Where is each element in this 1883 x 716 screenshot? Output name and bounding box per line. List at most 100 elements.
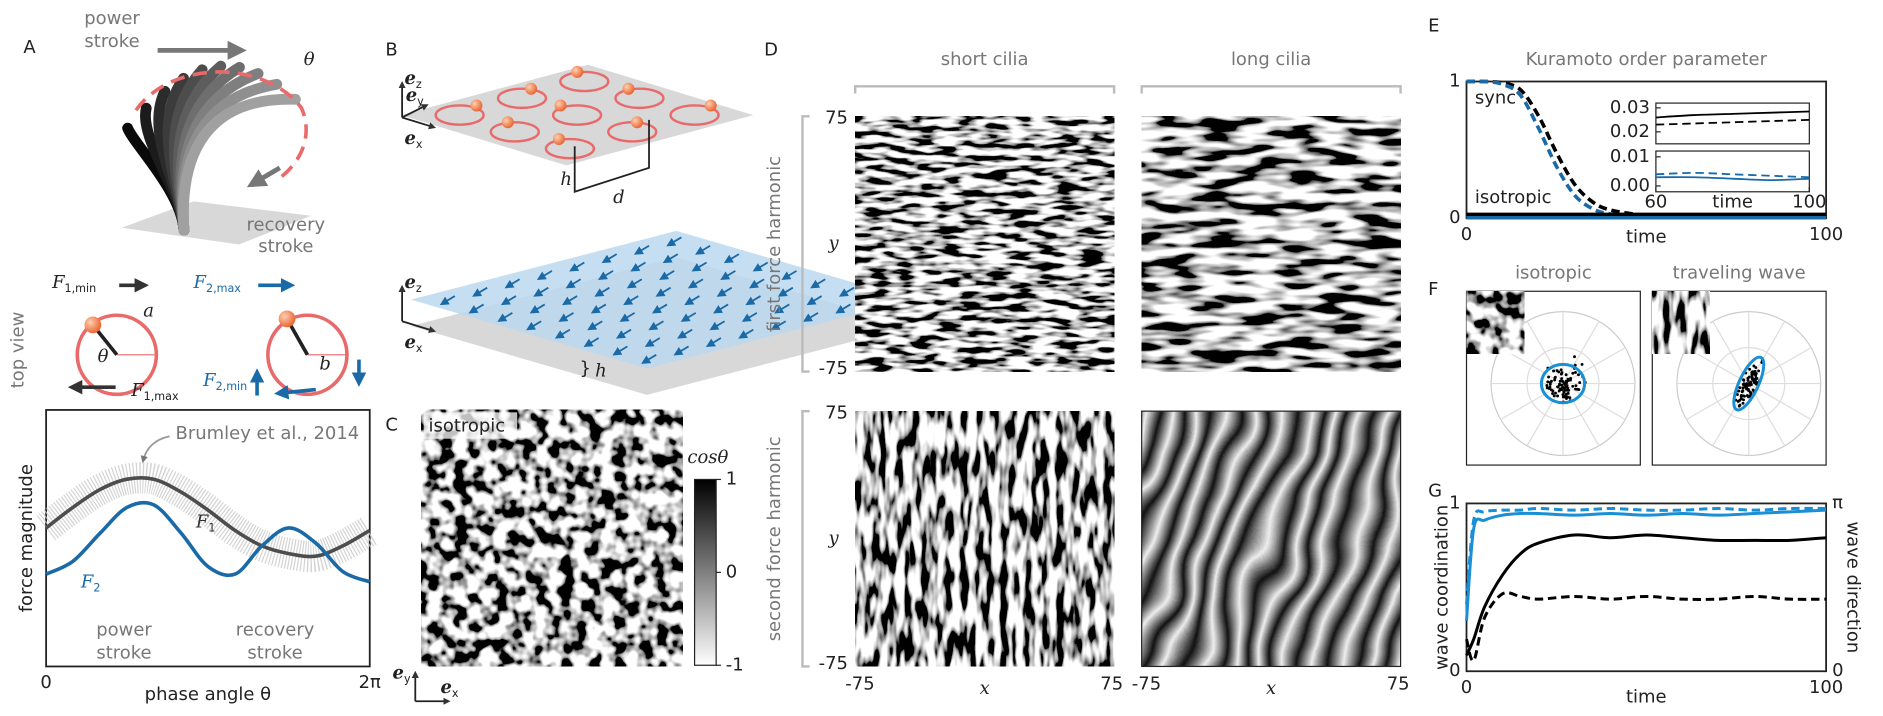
series-line [1655, 110, 1810, 119]
y-tick-label: π [1832, 492, 1843, 513]
flow-arrow [623, 295, 639, 306]
flow-arrow [641, 354, 657, 364]
sample-dot [1549, 388, 1553, 392]
sample-dot [1550, 379, 1553, 383]
axis-label-symbol: e [405, 332, 416, 353]
flow-arrow [554, 328, 571, 339]
sample-dot [1561, 395, 1565, 399]
sample-dot [1545, 384, 1549, 387]
x-tick-label: 100 [1809, 224, 1843, 245]
flow-arrow [497, 312, 513, 322]
bead [552, 133, 565, 146]
orbit [544, 137, 596, 160]
panel-letter: C [385, 415, 398, 436]
sample-dot [1553, 376, 1557, 380]
sample-dot [1737, 389, 1741, 393]
flow-arrow [619, 312, 636, 322]
force-label-symbol: F [202, 370, 216, 391]
series-line [1465, 591, 1827, 663]
force-label: F1,min [51, 272, 96, 295]
axis-label-symbol: e [440, 677, 451, 698]
chart-title: Kuramoto order parameter [1526, 49, 1768, 70]
label: b [319, 353, 331, 374]
plot-frame [1655, 150, 1810, 193]
sample-dot [1744, 382, 1748, 386]
flow-arrow [468, 303, 485, 314]
flow-arrow [536, 270, 553, 280]
flow-arrow [781, 270, 797, 280]
sample-dot [1752, 364, 1756, 368]
flow-arrow [838, 286, 855, 297]
sample-dot [1564, 373, 1568, 377]
flow-arrow [533, 286, 549, 297]
sample-dot [1552, 394, 1556, 398]
recovery-arrow [246, 165, 282, 188]
flow-arrow [777, 286, 794, 297]
field-image [421, 409, 683, 667]
axis-vector [401, 320, 437, 333]
x-tick-label: 100 [1792, 192, 1826, 213]
y-tick-label: 0 [1449, 207, 1460, 228]
y-tick-label: 75 [825, 403, 848, 424]
colorbar-tick-label: -1 [726, 654, 744, 675]
sample-dot [1741, 389, 1745, 393]
orbit [434, 104, 485, 126]
flow-arrow [590, 303, 607, 314]
flow-arrow [655, 286, 672, 297]
y-tick-label: 0 [1832, 660, 1843, 681]
sample-dot [1575, 387, 1579, 391]
orbit [559, 70, 610, 93]
sample-dot [1571, 384, 1575, 388]
flow-arrow [695, 244, 711, 255]
panel-letter: G [1428, 480, 1442, 501]
colorbar-tick-label: 0 [726, 561, 737, 582]
flow-arrow [597, 270, 614, 280]
sample-dot [1560, 387, 1564, 391]
field-image [1141, 115, 1402, 373]
axis-label: ex [405, 332, 423, 355]
flow-arrow [651, 303, 668, 314]
y-axis-label: force magnitude [16, 464, 37, 612]
row-label: second force harmonic [764, 436, 785, 641]
sample-dot [1574, 384, 1578, 388]
label: recovery [247, 214, 326, 235]
sample-dot [1741, 386, 1745, 390]
y-axis-label: wave coordination [1432, 505, 1453, 670]
annotation: Brumley et al., 2014 [176, 423, 360, 444]
series-label-symbol: F [195, 512, 209, 533]
sample-dot [1571, 371, 1575, 375]
flow-arrow [601, 253, 618, 264]
sample-dot [1738, 386, 1742, 390]
sample-dot [1750, 372, 1754, 376]
x-axis-label: x [1266, 678, 1276, 699]
flow-arrow [716, 286, 733, 297]
flow-arrow [583, 337, 600, 348]
force-arrow [274, 385, 316, 400]
cilium [177, 93, 301, 236]
label: a [143, 301, 154, 322]
sample-dot [1578, 381, 1582, 385]
sample-dot [1562, 381, 1566, 385]
stripes [1106, 375, 1437, 702]
series-label-sub: 1 [208, 522, 215, 535]
axis-label-sub: z [416, 78, 422, 91]
flow-arrow [680, 312, 697, 322]
sample-dot [1552, 369, 1556, 373]
flow-arrow [500, 295, 517, 306]
bead [470, 99, 483, 112]
axis-label: ex [405, 128, 423, 151]
flow-arrow [673, 345, 690, 356]
sample-dot [1745, 394, 1749, 398]
orbit [669, 104, 720, 126]
y-tick-label: 0 [1449, 660, 1460, 681]
sample-dot [1562, 387, 1566, 391]
flow-arrow [705, 337, 722, 348]
axis-vector [401, 116, 437, 130]
y-tick-label: 0.01 [1610, 146, 1650, 167]
label: θ [304, 49, 315, 70]
x-tick-label: 100 [1809, 677, 1843, 698]
thumbnail [1652, 291, 1710, 354]
force-label: F1,max [130, 380, 179, 403]
sample-dot [1735, 393, 1739, 396]
y-tick-label: 0.03 [1610, 97, 1650, 118]
